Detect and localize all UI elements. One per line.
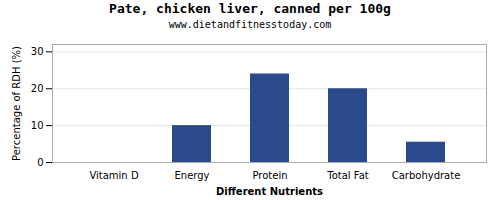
svg-text:Percentage of RDH (%): Percentage of RDH (%) xyxy=(11,46,22,161)
svg-text:20: 20 xyxy=(31,83,44,94)
svg-text:Carbohydrate: Carbohydrate xyxy=(392,170,461,181)
html-text:Pate, chicken liver, canned pe: Pate, chicken liver, canned per 100g xyxy=(109,1,391,16)
svg-text:Protein: Protein xyxy=(252,170,287,181)
svg-text:30: 30 xyxy=(31,46,44,57)
svg-text:Energy: Energy xyxy=(174,170,209,181)
svg-text:Different Nutrients: Different Nutrients xyxy=(216,186,323,197)
svg-text:0: 0 xyxy=(37,157,43,168)
html-text:www.dietandfitnesstoday.com: www.dietandfitnesstoday.com xyxy=(168,19,332,30)
svg-text:Total Fat: Total Fat xyxy=(326,170,368,181)
svg-text:Vitamin D: Vitamin D xyxy=(89,170,138,181)
svg-text:10: 10 xyxy=(31,120,44,131)
